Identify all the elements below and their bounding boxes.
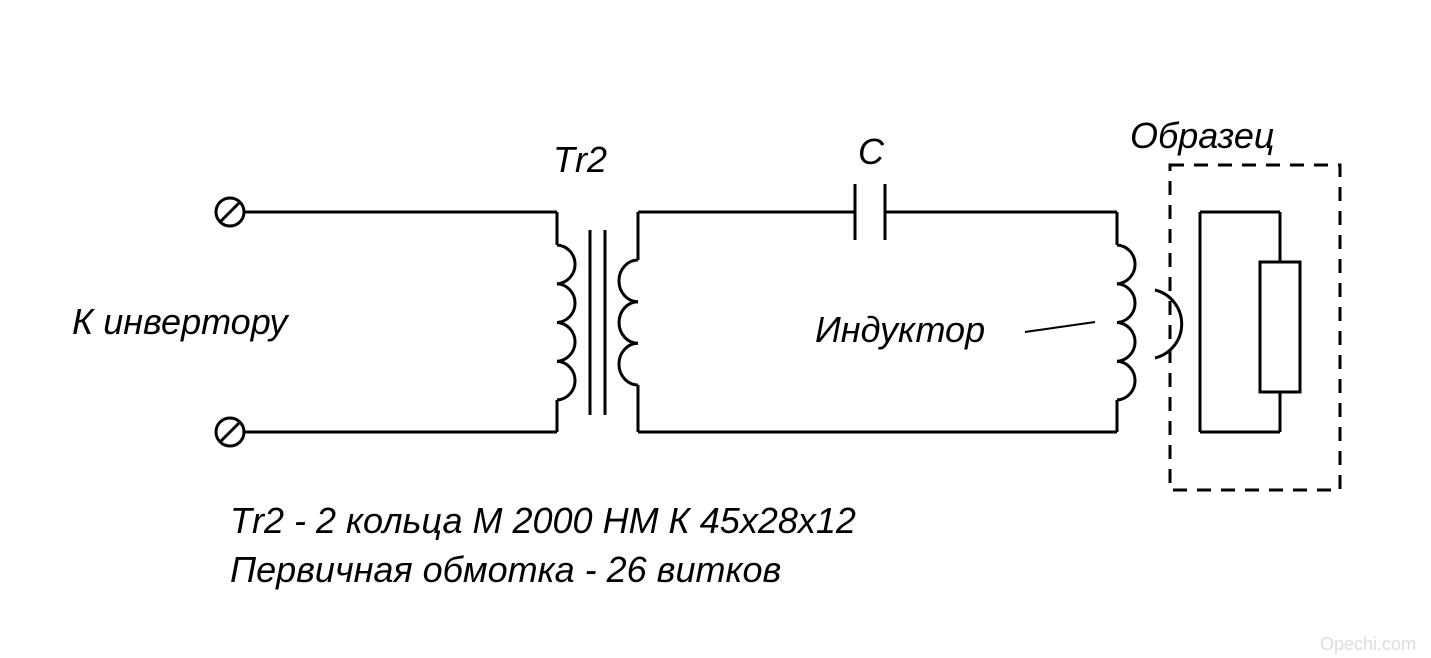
sample-load [1200,212,1300,432]
inductor [1117,245,1182,400]
label-tr2: Тr2 [553,139,607,180]
label-to-inverter: К инвертору [72,301,290,342]
capacitor [855,184,885,240]
note-tr2: Тr2 - 2 кольца М 2000 НМ К 45х28х12 [230,500,856,541]
watermark: Opechi.com [1320,634,1416,654]
sample-box [1170,165,1340,490]
note-primary: Первичная обмотка - 26 витков [230,549,781,590]
label-c: С [858,131,885,172]
terminal-top [216,198,244,226]
pointer-line [1025,322,1095,332]
transformer-tr2 [557,230,638,415]
label-sample: Образец [1130,115,1274,156]
circuit-diagram: Тr2 С Образец К инвертору Индуктор Тr2 -… [0,0,1431,658]
label-inductor: Индуктор [815,309,985,350]
terminal-bottom [216,418,244,446]
